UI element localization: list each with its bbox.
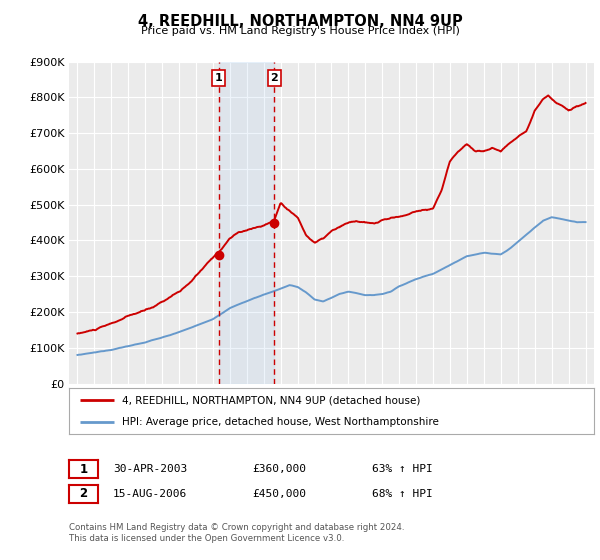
Text: 2: 2 bbox=[79, 487, 88, 501]
Text: 1: 1 bbox=[215, 73, 223, 83]
Text: Price paid vs. HM Land Registry's House Price Index (HPI): Price paid vs. HM Land Registry's House … bbox=[140, 26, 460, 36]
Text: 4, REEDHILL, NORTHAMPTON, NN4 9UP (detached house): 4, REEDHILL, NORTHAMPTON, NN4 9UP (detac… bbox=[121, 395, 420, 405]
Text: 2: 2 bbox=[271, 73, 278, 83]
Text: This data is licensed under the Open Government Licence v3.0.: This data is licensed under the Open Gov… bbox=[69, 534, 344, 543]
Text: Contains HM Land Registry data © Crown copyright and database right 2024.: Contains HM Land Registry data © Crown c… bbox=[69, 523, 404, 532]
Text: 4, REEDHILL, NORTHAMPTON, NN4 9UP: 4, REEDHILL, NORTHAMPTON, NN4 9UP bbox=[137, 14, 463, 29]
Text: HPI: Average price, detached house, West Northamptonshire: HPI: Average price, detached house, West… bbox=[121, 417, 439, 427]
Text: £450,000: £450,000 bbox=[252, 489, 306, 499]
Text: 63% ↑ HPI: 63% ↑ HPI bbox=[372, 464, 433, 474]
Text: 30-APR-2003: 30-APR-2003 bbox=[113, 464, 187, 474]
Bar bbox=[218, 62, 274, 384]
Text: 15-AUG-2006: 15-AUG-2006 bbox=[113, 489, 187, 499]
Text: £360,000: £360,000 bbox=[252, 464, 306, 474]
Text: 68% ↑ HPI: 68% ↑ HPI bbox=[372, 489, 433, 499]
Text: 1: 1 bbox=[79, 463, 88, 476]
